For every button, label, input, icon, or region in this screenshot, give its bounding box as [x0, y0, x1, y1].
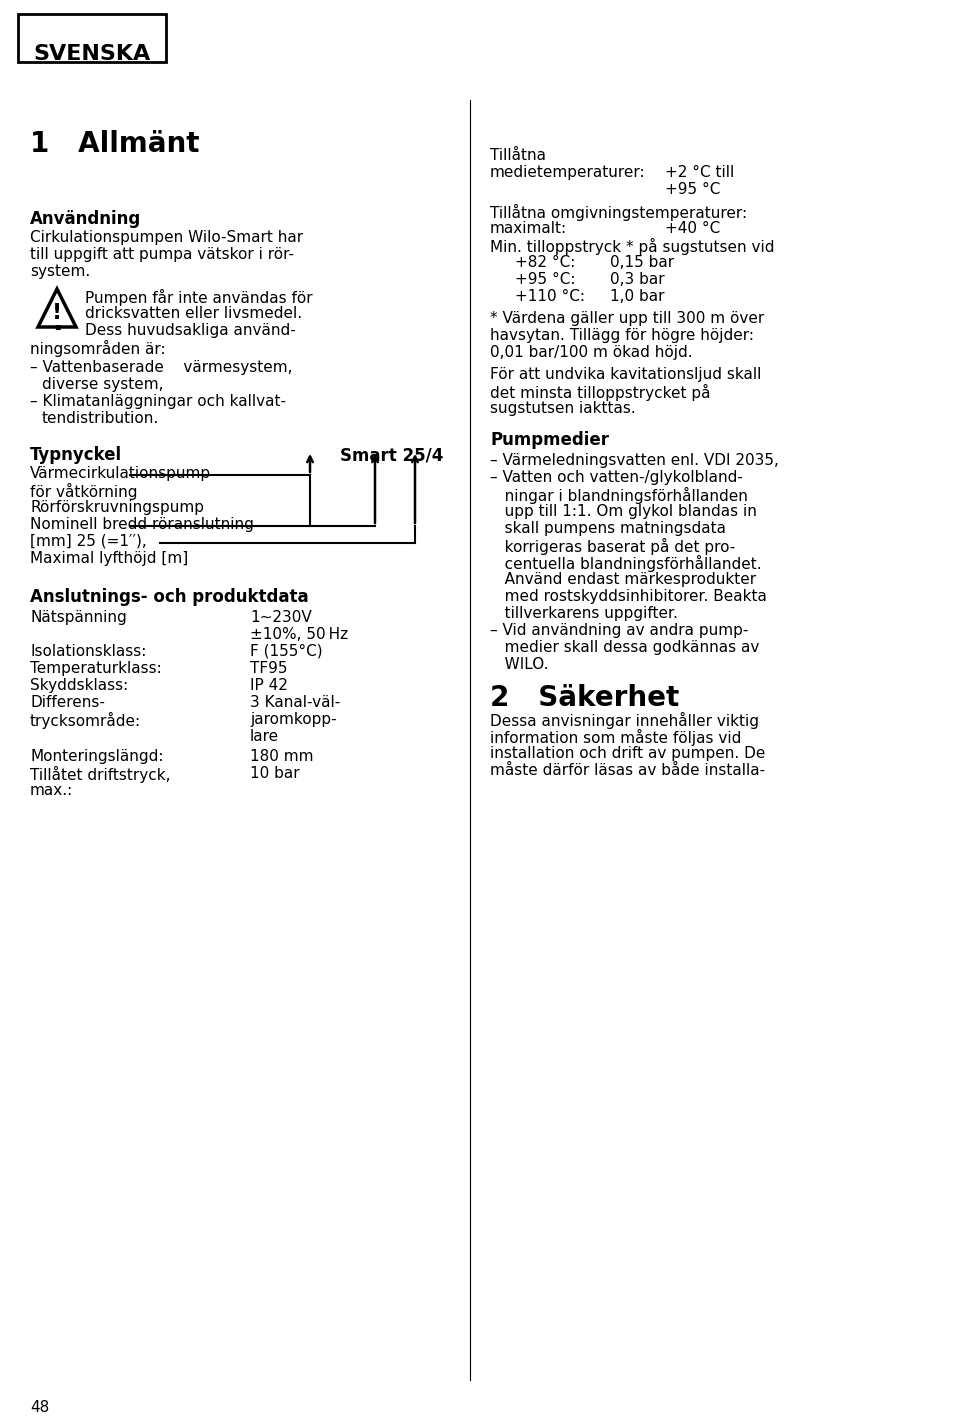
- Text: Tillåtna omgivningstemperaturer:: Tillåtna omgivningstemperaturer:: [490, 203, 747, 221]
- Text: trycksområde:: trycksområde:: [30, 712, 141, 729]
- Text: havsytan. Tillägg för högre höjder:: havsytan. Tillägg för högre höjder:: [490, 327, 754, 343]
- Text: – Vattenbaserade    värmesystem,: – Vattenbaserade värmesystem,: [30, 360, 293, 376]
- Bar: [18, 14, 166, 63]
- Text: medietemperaturer:: medietemperaturer:: [490, 165, 646, 179]
- Text: +110 °C:: +110 °C:: [515, 289, 585, 305]
- Text: 3 Kanal-väl-: 3 Kanal-väl-: [250, 694, 340, 710]
- Text: Dess huvudsakliga använd-: Dess huvudsakliga använd-: [85, 323, 296, 339]
- Text: 0,01 bar/100 m ökad höjd.: 0,01 bar/100 m ökad höjd.: [490, 344, 692, 360]
- Text: F (155°C): F (155°C): [250, 645, 323, 659]
- Text: Differens-: Differens-: [30, 694, 105, 710]
- Text: Monteringslängd:: Monteringslängd:: [30, 748, 163, 764]
- Text: 48: 48: [30, 1400, 49, 1414]
- Text: upp till 1:1. Om glykol blandas in: upp till 1:1. Om glykol blandas in: [490, 504, 756, 519]
- Text: +40 °C: +40 °C: [665, 221, 720, 236]
- Text: 1   Allmänt: 1 Allmänt: [30, 129, 200, 158]
- Text: WILO.: WILO.: [490, 657, 548, 672]
- Text: Värmecirkulationspump: Värmecirkulationspump: [30, 465, 211, 481]
- Text: – Värmeledningsvatten enl. VDI 2035,: – Värmeledningsvatten enl. VDI 2035,: [490, 453, 779, 468]
- Text: det minsta tilloppstrycket på: det minsta tilloppstrycket på: [490, 384, 710, 401]
- Text: IP 42: IP 42: [250, 677, 288, 693]
- Text: måste därför läsas av både installa-: måste därför läsas av både installa-: [490, 763, 765, 778]
- Text: lare: lare: [250, 729, 279, 744]
- Text: Isolationsklass:: Isolationsklass:: [30, 645, 146, 659]
- Text: maximalt:: maximalt:: [490, 221, 567, 236]
- Text: dricksvatten eller livsmedel.: dricksvatten eller livsmedel.: [85, 306, 302, 322]
- Text: Pumpen får inte användas för: Pumpen får inte användas för: [85, 289, 313, 306]
- Text: skall pumpens matningsdata: skall pumpens matningsdata: [490, 521, 726, 536]
- Text: Maximal lyfthöjd [m]: Maximal lyfthöjd [m]: [30, 551, 188, 566]
- Text: information som måste följas vid: information som måste följas vid: [490, 729, 741, 746]
- Text: – Klimatanläggningar och kallvat-: – Klimatanläggningar och kallvat-: [30, 394, 286, 408]
- Text: Nominell bredd röranslutning: Nominell bredd röranslutning: [30, 517, 253, 532]
- Text: 0,3 bar: 0,3 bar: [610, 272, 664, 287]
- Text: +95 °C:: +95 °C:: [515, 272, 575, 287]
- Text: Dessa anvisningar innehåller viktig: Dessa anvisningar innehåller viktig: [490, 712, 759, 729]
- Text: 2   Säkerhet: 2 Säkerhet: [490, 684, 680, 712]
- Text: 1∼230V: 1∼230V: [250, 610, 312, 625]
- Text: 180 mm: 180 mm: [250, 748, 314, 764]
- Text: .: .: [52, 309, 62, 336]
- Text: Använd endast märkesprodukter: Använd endast märkesprodukter: [490, 572, 756, 588]
- Text: Tillåtna: Tillåtna: [490, 148, 546, 164]
- Text: * Värdena gäller upp till 300 m över: * Värdena gäller upp till 300 m över: [490, 312, 764, 326]
- Text: Skyddsklass:: Skyddsklass:: [30, 677, 129, 693]
- Text: för våtkörning: för våtkörning: [30, 482, 137, 499]
- Text: korrigeras baserat på det pro-: korrigeras baserat på det pro-: [490, 538, 735, 555]
- Text: – Vatten och vatten-/glykolbland-: – Vatten och vatten-/glykolbland-: [490, 470, 743, 485]
- Text: ningar i blandningsförhållanden: ningar i blandningsförhållanden: [490, 487, 748, 504]
- Text: Användning: Användning: [30, 211, 141, 228]
- Text: ±10%, 50 Hz: ±10%, 50 Hz: [250, 628, 348, 642]
- Text: !: !: [52, 303, 62, 323]
- Text: ningsområden är:: ningsområden är:: [30, 340, 166, 357]
- Text: TF95: TF95: [250, 662, 287, 676]
- Text: medier skall dessa godkännas av: medier skall dessa godkännas av: [490, 640, 759, 655]
- Text: SVENSKA: SVENSKA: [34, 44, 151, 64]
- Text: – Vid användning av andra pump-: – Vid användning av andra pump-: [490, 623, 749, 638]
- Text: +82 °C:: +82 °C:: [515, 255, 575, 270]
- Text: [mm] 25 (=1′′),: [mm] 25 (=1′′),: [30, 534, 147, 549]
- Text: 10 bar: 10 bar: [250, 766, 300, 781]
- Text: Tillåtet driftstryck,: Tillåtet driftstryck,: [30, 766, 171, 783]
- Text: tillverkarens uppgifter.: tillverkarens uppgifter.: [490, 606, 678, 620]
- Text: jaromkopp-: jaromkopp-: [250, 712, 337, 727]
- Text: Smart 25/4: Smart 25/4: [340, 445, 444, 464]
- Text: Pumpmedier: Pumpmedier: [490, 431, 609, 450]
- Text: system.: system.: [30, 265, 90, 279]
- Text: 1,0 bar: 1,0 bar: [610, 289, 664, 305]
- Text: tendistribution.: tendistribution.: [42, 411, 159, 425]
- Text: till uppgift att pumpa vätskor i rör-: till uppgift att pumpa vätskor i rör-: [30, 248, 294, 262]
- Text: 0,15 bar: 0,15 bar: [610, 255, 674, 270]
- Text: sugstutsen iakttas.: sugstutsen iakttas.: [490, 401, 636, 416]
- Text: Min. tilloppstryck * på sugstutsen vid: Min. tilloppstryck * på sugstutsen vid: [490, 238, 775, 255]
- Text: centuella blandningsförhållandet.: centuella blandningsförhållandet.: [490, 555, 761, 572]
- Text: diverse system,: diverse system,: [42, 377, 163, 391]
- Text: Typnyckel: Typnyckel: [30, 445, 122, 464]
- Text: med rostskyddsinhibitorer. Beakta: med rostskyddsinhibitorer. Beakta: [490, 589, 767, 603]
- Text: Nätspänning: Nätspänning: [30, 610, 127, 625]
- Text: Rörförskruvningspump: Rörförskruvningspump: [30, 499, 204, 515]
- Text: max.:: max.:: [30, 783, 73, 798]
- Text: +2 °C till: +2 °C till: [665, 165, 734, 179]
- Text: installation och drift av pumpen. De: installation och drift av pumpen. De: [490, 746, 765, 761]
- Text: För att undvika kavitationsljud skall: För att undvika kavitationsljud skall: [490, 367, 761, 381]
- Text: Cirkulationspumpen Wilo-Smart har: Cirkulationspumpen Wilo-Smart har: [30, 231, 303, 245]
- Text: Temperaturklass:: Temperaturklass:: [30, 662, 161, 676]
- Text: +95 °C: +95 °C: [665, 182, 720, 196]
- Text: Anslutnings- och produktdata: Anslutnings- och produktdata: [30, 588, 308, 606]
